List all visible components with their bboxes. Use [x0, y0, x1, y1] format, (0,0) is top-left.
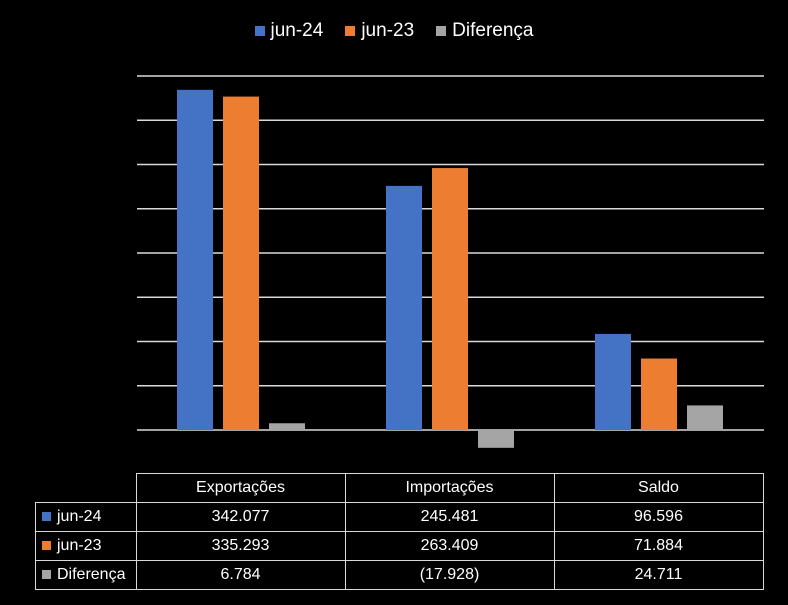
legend-swatch: [345, 26, 356, 36]
bar-jun-23-0: [223, 96, 259, 431]
table-cell: 335.293: [135, 531, 346, 561]
category-header: Exportações: [135, 473, 346, 503]
bar-diferen-a-2: [687, 405, 723, 430]
series-name: jun-23: [57, 537, 102, 554]
legend-key-jun-24: [42, 512, 51, 522]
bar-jun-23-2: [641, 358, 677, 430]
legend-label: jun-23: [361, 20, 415, 41]
bar-chart: [137, 75, 764, 448]
table-cell: 71.884: [553, 531, 764, 561]
table-cell: (17.928): [344, 560, 555, 590]
category-header: Importações: [344, 473, 555, 503]
bar-diferen-a-0: [269, 423, 305, 430]
legend-key-jun-23: [42, 541, 51, 551]
legend-swatch: [436, 26, 447, 36]
bar-jun-23-1: [432, 168, 468, 430]
bar-diferen-a-1: [478, 430, 514, 448]
table-cell: 24.711: [553, 560, 764, 590]
legend-item: jun-24: [254, 20, 324, 42]
series-name: jun-24: [57, 508, 102, 525]
series-name: Diferença: [57, 566, 126, 583]
data-table: Exportações Importações Saldo jun-24 342…: [35, 473, 764, 590]
legend-label: jun-24: [270, 20, 324, 41]
legend-item: Diferença: [436, 20, 533, 42]
table-cell: 96.596: [553, 502, 764, 532]
bar-jun-24-2: [595, 333, 631, 430]
table-row: Diferença 6.784 (17.928) 24.711: [35, 560, 764, 590]
table-row: jun-23 335.293 263.409 71.884: [35, 531, 764, 561]
table-cell: 6.784: [135, 560, 346, 590]
bar-jun-24-0: [177, 89, 213, 430]
table-cell: 342.077: [135, 502, 346, 532]
table-row: jun-24 342.077 245.481 96.596: [35, 502, 764, 532]
table-cell: 263.409: [344, 531, 555, 561]
table-header-row: Exportações Importações Saldo: [35, 473, 764, 503]
legend-label: Diferença: [452, 20, 534, 41]
chart-legend: jun-24 jun-23 Diferença: [0, 20, 788, 42]
legend-key-diferenca: [42, 570, 51, 580]
table-cell: 245.481: [344, 502, 555, 532]
category-header: Saldo: [553, 473, 764, 503]
legend-swatch: [254, 26, 265, 36]
bars: [177, 89, 723, 448]
legend-item: jun-23: [345, 20, 414, 42]
bar-jun-24-1: [386, 185, 422, 430]
